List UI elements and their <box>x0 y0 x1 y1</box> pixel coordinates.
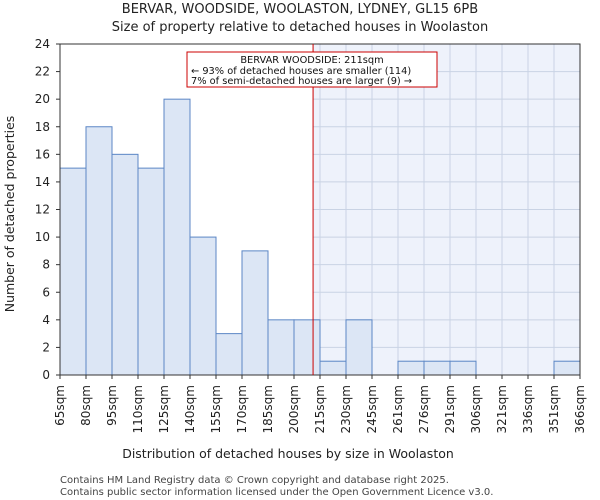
y-tick-label: 2 <box>42 340 50 354</box>
chart-subtitle: Size of property relative to detached ho… <box>112 20 488 35</box>
y-axis-label: Number of detached properties <box>2 116 17 313</box>
y-tick-label: 14 <box>35 175 50 189</box>
bar-261sqm <box>397 360 425 376</box>
x-tick-label: 306sqm <box>469 385 483 433</box>
x-tick-label: 140sqm <box>183 385 197 433</box>
chart-title: BERVAR, WOODSIDE, WOOLASTON, LYDNEY, GL1… <box>122 2 478 17</box>
footer-line-1: Contains HM Land Registry data © Crown c… <box>60 475 449 486</box>
bar-351sqm <box>553 360 581 376</box>
bar-185sqm <box>267 319 295 376</box>
x-tick-label: 80sqm <box>79 385 93 426</box>
x-tick-label: 110sqm <box>131 385 145 433</box>
x-tick-label: 351sqm <box>547 385 561 433</box>
bar-291sqm <box>449 360 477 376</box>
bar-170sqm <box>241 250 269 376</box>
y-tick-label: 0 <box>42 368 50 382</box>
x-tick-label: 95sqm <box>105 385 119 426</box>
annotation-line-3: 7% of semi-detached houses are larger (9… <box>191 76 412 87</box>
x-tick-label: 125sqm <box>157 385 171 433</box>
y-tick-label: 24 <box>35 37 50 51</box>
x-tick-label: 230sqm <box>339 385 353 433</box>
bar-140sqm <box>189 236 217 376</box>
x-tick-label: 170sqm <box>235 385 249 433</box>
bar-215sqm <box>319 360 347 376</box>
x-tick-label: 185sqm <box>261 385 275 433</box>
x-tick-label: 200sqm <box>287 385 301 433</box>
bar-155sqm <box>215 333 243 376</box>
bar-80sqm <box>85 126 113 376</box>
bar-276sqm <box>423 360 451 376</box>
bar-95sqm <box>111 153 139 376</box>
y-tick-label: 22 <box>35 65 50 79</box>
x-tick-label: 291sqm <box>443 385 457 433</box>
x-tick-label: 276sqm <box>417 385 431 433</box>
y-tick-label: 4 <box>42 313 50 327</box>
x-tick-label: 245sqm <box>365 385 379 433</box>
y-tick-label: 6 <box>42 285 50 299</box>
x-tick-label: 155sqm <box>209 385 223 433</box>
annotation-box: BERVAR WOODSIDE: 211sqm ← 93% of detache… <box>186 51 438 88</box>
y-tick-label: 20 <box>35 92 50 106</box>
y-tick-label: 12 <box>35 203 50 217</box>
y-tick-label: 18 <box>35 120 50 134</box>
y-tick-label: 8 <box>42 258 50 272</box>
bar-125sqm <box>163 98 191 376</box>
annotation-line-1: BERVAR WOODSIDE: 211sqm <box>240 55 383 66</box>
footer-line-2: Contains public sector information licen… <box>60 487 493 498</box>
x-axis-label: Distribution of detached houses by size … <box>122 446 454 461</box>
x-tick-label: 261sqm <box>391 385 405 433</box>
annotation-frame <box>186 51 438 88</box>
bar-110sqm <box>137 167 165 376</box>
y-tick-label: 16 <box>35 147 50 161</box>
bar-65sqm <box>59 167 87 376</box>
x-tick-label: 366sqm <box>573 385 587 433</box>
bars <box>59 98 581 376</box>
bar-230sqm <box>345 319 373 376</box>
x-tick-label: 65sqm <box>53 385 67 426</box>
annotation-line-2: ← 93% of detached houses are smaller (11… <box>191 66 411 77</box>
x-tick-label: 336sqm <box>521 385 535 433</box>
y-tick-label: 10 <box>35 230 50 244</box>
x-tick-label: 215sqm <box>313 385 327 433</box>
x-tick-label: 321sqm <box>495 385 509 433</box>
bar-200sqm <box>293 319 321 376</box>
x-axis-ticks: 65sqm 80sqm 95sqm 110sqm 125sqm 140sqm 155sqm 1… <box>53 375 587 433</box>
